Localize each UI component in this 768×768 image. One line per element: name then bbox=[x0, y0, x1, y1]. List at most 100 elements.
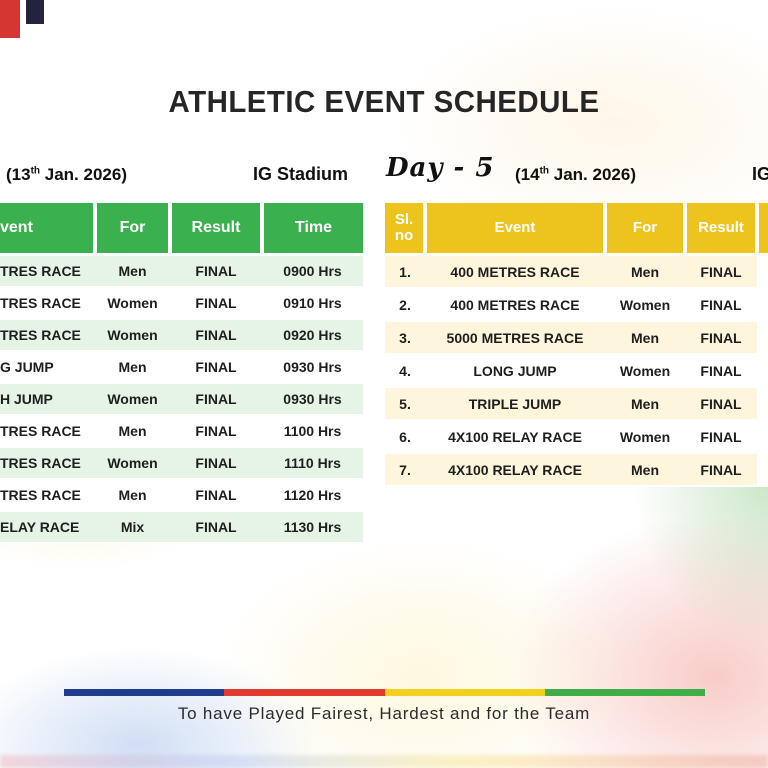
corner-decoration-dark bbox=[26, 0, 44, 24]
day4-venue: IG Stadium bbox=[253, 164, 349, 184]
table-row: TRES RACE Women FINAL 0920 Hrs bbox=[0, 319, 363, 352]
day5-col-header-event: Event bbox=[423, 203, 605, 256]
cell-event: TRES RACE bbox=[0, 479, 95, 512]
cell-result: FINAL bbox=[170, 351, 262, 384]
day5-header-row: Sl. no Event For Result bbox=[385, 203, 768, 256]
cell-for: Men bbox=[95, 351, 170, 384]
cell-result: FINAL bbox=[170, 415, 262, 448]
cell-time: 0910 Hrs bbox=[262, 287, 363, 320]
day4-date-rest: Jan. 2026) bbox=[40, 165, 127, 184]
cell-result: FINAL bbox=[685, 354, 757, 388]
bottom-wash-decoration bbox=[0, 755, 768, 768]
day4-date: (13th Jan. 2026) bbox=[6, 165, 127, 185]
cell-time: 1120 Hrs bbox=[262, 479, 363, 512]
table-row: TRES RACE Men FINAL 1120 Hrs bbox=[0, 479, 363, 512]
page-title: ATHLETIC EVENT SCHEDULE bbox=[168, 84, 600, 119]
cell-for: Men bbox=[95, 479, 170, 512]
cell-for: Men bbox=[605, 387, 685, 421]
day5-col-header-for: For bbox=[603, 203, 685, 256]
cell-no: 2. bbox=[385, 288, 425, 322]
cell-result: FINAL bbox=[685, 288, 757, 322]
table-row: 3. 5000 METRES RACE Men FINAL bbox=[385, 321, 768, 355]
table-row: ELAY RACE Mix FINAL 1130 Hrs bbox=[0, 511, 363, 544]
cell-for: Women bbox=[95, 447, 170, 480]
cell-no: 5. bbox=[385, 387, 425, 421]
cell-result: FINAL bbox=[685, 420, 757, 454]
cell-time: 0930 Hrs bbox=[262, 351, 363, 384]
cell-event: H JUMP bbox=[0, 383, 95, 416]
day4-date-open: (13 bbox=[6, 165, 31, 184]
cell-result: FINAL bbox=[170, 287, 262, 320]
cell-for: Men bbox=[95, 415, 170, 448]
cell-event: TRES RACE bbox=[0, 254, 95, 288]
cell-pad bbox=[757, 288, 768, 322]
day5-date: (14th Jan. 2026) bbox=[515, 165, 636, 185]
cell-result: FINAL bbox=[685, 321, 757, 355]
stripe-segment bbox=[224, 689, 385, 696]
stripe-segment bbox=[64, 689, 225, 696]
table-row: TRES RACE Women FINAL 1110 Hrs bbox=[0, 447, 363, 480]
cell-result: FINAL bbox=[685, 387, 757, 421]
cell-pad bbox=[757, 321, 768, 355]
cell-time: 1130 Hrs bbox=[262, 511, 363, 544]
cell-event: TRES RACE bbox=[0, 447, 95, 480]
table-row: 1. 400 METRES RACE Men FINAL bbox=[385, 254, 768, 289]
cell-for: Women bbox=[605, 288, 685, 322]
cell-time: 0900 Hrs bbox=[262, 254, 363, 288]
cell-result: FINAL bbox=[170, 479, 262, 512]
cell-for: Women bbox=[605, 354, 685, 388]
cell-event: TRES RACE bbox=[0, 287, 95, 320]
cell-event: LONG JUMP bbox=[425, 354, 605, 388]
table-row: TRES RACE Women FINAL 0910 Hrs bbox=[0, 287, 363, 320]
table-row: TRES RACE Men FINAL 0900 Hrs bbox=[0, 254, 363, 288]
cell-for: Mix bbox=[95, 511, 170, 544]
table-row: 7. 4X100 RELAY RACE Men FINAL bbox=[385, 453, 768, 487]
cell-pad bbox=[757, 453, 768, 487]
cell-result: FINAL bbox=[685, 453, 757, 487]
cell-result: FINAL bbox=[170, 319, 262, 352]
cell-event: TRES RACE bbox=[0, 415, 95, 448]
cell-no: 3. bbox=[385, 321, 425, 355]
footer-motto: To have Played Fairest, Hardest and for … bbox=[177, 704, 591, 723]
cell-event: 4X100 RELAY RACE bbox=[425, 420, 605, 454]
day5-col-header-cut bbox=[755, 203, 768, 256]
day5-col-header-result: Result bbox=[683, 203, 757, 256]
stripe-segment bbox=[384, 689, 545, 696]
cell-event: 5000 METRES RACE bbox=[425, 321, 605, 355]
cell-time: 0930 Hrs bbox=[262, 383, 363, 416]
cell-for: Men bbox=[605, 254, 685, 289]
cell-result: FINAL bbox=[170, 511, 262, 544]
stripe-segment bbox=[544, 689, 705, 696]
cell-pad bbox=[757, 420, 768, 454]
cell-time: 1110 Hrs bbox=[262, 447, 363, 480]
day4-schedule-table: vent For Result Time TRES RACE Men FINAL 09… bbox=[0, 203, 363, 544]
day4-col-header-time: Time bbox=[260, 203, 363, 256]
cell-for: Men bbox=[605, 453, 685, 487]
cell-for: Women bbox=[95, 383, 170, 416]
day5-venue: IG bbox=[752, 164, 768, 184]
cell-event: TRIPLE JUMP bbox=[425, 387, 605, 421]
day5-col-header-slno: Sl. no bbox=[385, 203, 425, 256]
corner-decoration-red bbox=[0, 0, 20, 38]
cell-for: Women bbox=[95, 319, 170, 352]
day4-header-row: vent For Result Time bbox=[0, 203, 363, 256]
cell-event: 400 METRES RACE bbox=[425, 254, 605, 289]
cell-pad bbox=[757, 387, 768, 421]
table-row: 6. 4X100 RELAY RACE Women FINAL bbox=[385, 420, 768, 454]
table-row: H JUMP Women FINAL 0930 Hrs bbox=[0, 383, 363, 416]
table-row: 4. LONG JUMP Women FINAL bbox=[385, 354, 768, 388]
cell-event: 400 METRES RACE bbox=[425, 288, 605, 322]
slno-line1: Sl. bbox=[394, 210, 414, 228]
cell-for: Women bbox=[95, 287, 170, 320]
cell-event: 4X100 RELAY RACE bbox=[425, 453, 605, 487]
day5-label: Day - 5 bbox=[386, 153, 495, 183]
cell-result: FINAL bbox=[685, 254, 757, 289]
table-row: 5. TRIPLE JUMP Men FINAL bbox=[385, 387, 768, 421]
cell-pad bbox=[757, 354, 768, 388]
cell-result: FINAL bbox=[170, 383, 262, 416]
table-row: 2. 400 METRES RACE Women FINAL bbox=[385, 288, 768, 322]
table-row: G JUMP Men FINAL 0930 Hrs bbox=[0, 351, 363, 384]
cell-event: G JUMP bbox=[0, 351, 95, 384]
cell-for: Men bbox=[95, 254, 170, 288]
day5-date-rest: Jan. 2026) bbox=[549, 165, 636, 184]
